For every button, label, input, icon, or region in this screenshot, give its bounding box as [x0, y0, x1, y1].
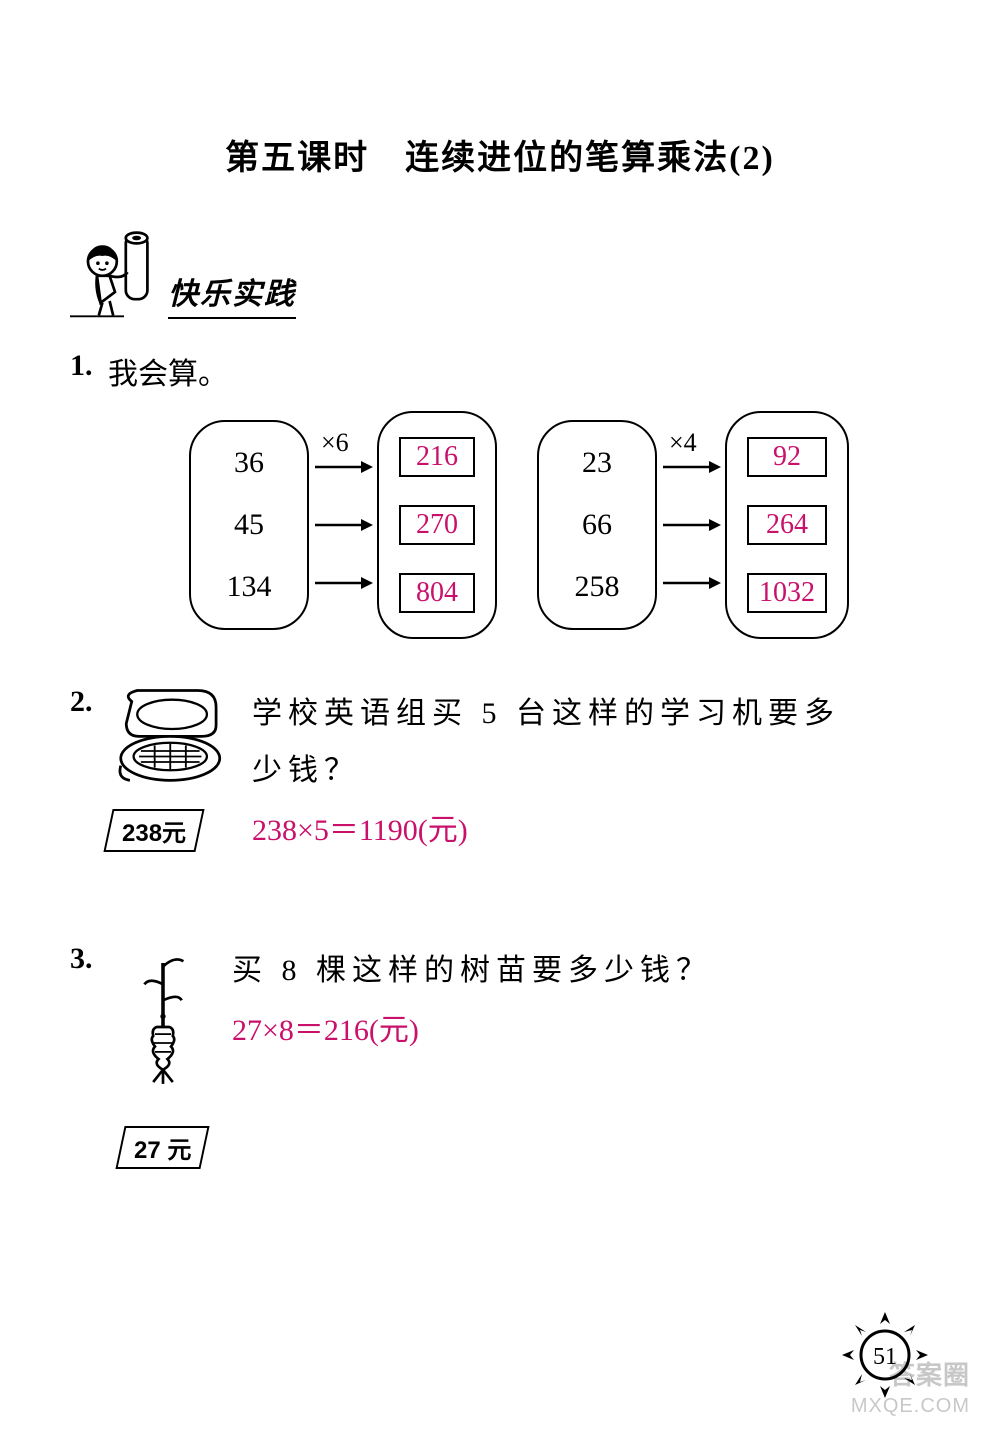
arrow-icon	[313, 458, 373, 476]
input-value: 45	[211, 508, 287, 542]
input-value: 258	[559, 570, 635, 604]
arrow-icon	[661, 458, 721, 476]
operator-label: ×6	[321, 428, 349, 458]
page-title: 第五课时 连续进位的笔算乘法(2)	[70, 130, 930, 179]
problem-number: 2.	[70, 685, 108, 719]
problem-number: 3.	[70, 942, 108, 976]
problem-2: 2.	[70, 685, 930, 852]
arrow-icon	[313, 516, 373, 534]
section-header: 快乐实践	[70, 229, 930, 319]
problem-2-answer: 238×5＝1190(元)	[252, 805, 840, 849]
mascot-icon	[70, 229, 160, 319]
problem-number: 1.	[70, 349, 108, 383]
input-value: 23	[559, 446, 635, 480]
arrow-icon	[313, 574, 373, 592]
input-pill: 36 45 134	[189, 420, 309, 630]
input-pill: 23 66 258	[537, 420, 657, 630]
watermark: 答案圈 MXQE.COM	[851, 1359, 970, 1419]
problem-1-prompt: 我会算。	[108, 349, 930, 393]
price-tag: 238元	[103, 809, 204, 852]
input-value: 36	[211, 446, 287, 480]
problem-2-question: 学校英语组买 5 台这样的学习机要多 少钱？	[252, 685, 840, 799]
answer-box: 804	[399, 573, 475, 613]
sapling-icon	[123, 942, 203, 1112]
calc-group-1: 36 45 134 ×6 216 270 804	[189, 411, 497, 639]
problem-3: 3.	[70, 942, 930, 1169]
answer-box: 92	[747, 437, 827, 477]
output-pill: 92 264 1032	[725, 411, 849, 639]
section-label: 快乐实践	[168, 269, 296, 319]
input-value: 134	[211, 570, 287, 604]
calc-group-2: 23 66 258 ×4 92 264 1032	[537, 411, 849, 639]
answer-box: 1032	[747, 573, 827, 613]
problem-1: 1. 我会算。 36 45 134 ×6	[70, 349, 930, 639]
operator-label: ×4	[669, 428, 697, 458]
arrow-icon	[661, 516, 721, 534]
watermark-line1: 答案圈	[851, 1359, 970, 1393]
watermark-line2: MXQE.COM	[851, 1393, 970, 1419]
arrow-icon	[661, 574, 721, 592]
problem-3-question: 买 8 棵这样的树苗要多少钱？	[232, 942, 712, 999]
output-pill: 216 270 804	[377, 411, 497, 639]
answer-box: 270	[399, 505, 475, 545]
price-tag: 27 元	[116, 1126, 211, 1169]
learning-device-icon	[108, 685, 238, 795]
answer-box: 216	[399, 437, 475, 477]
problem-3-answer: 27×8＝216(元)	[232, 1005, 712, 1049]
input-value: 66	[559, 508, 635, 542]
answer-box: 264	[747, 505, 827, 545]
